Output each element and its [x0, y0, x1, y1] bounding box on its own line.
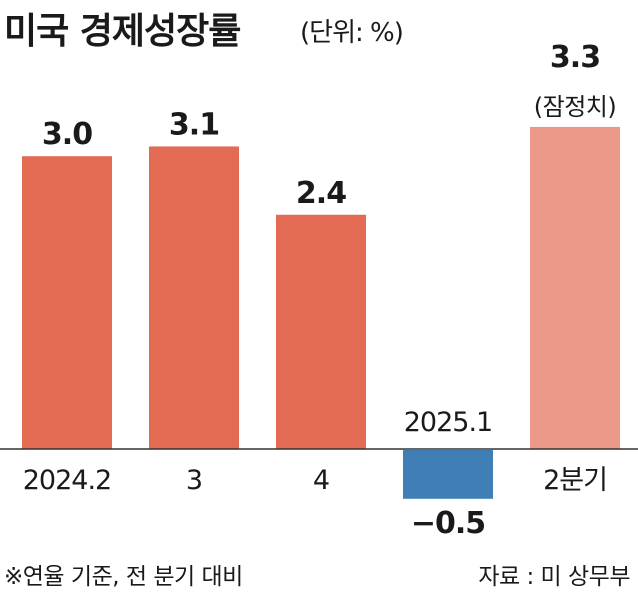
bar-4: [530, 126, 620, 450]
bar-3: [403, 450, 493, 499]
source-label: 자료 : 미 상무부: [478, 564, 630, 590]
category-label-3: 2025.1: [404, 407, 492, 438]
unit-label: (단위: %): [300, 18, 404, 48]
value-label-0: 3.0: [42, 117, 92, 152]
category-label-1: 3: [186, 465, 202, 496]
bar-2: [276, 214, 366, 449]
value-label-4: 3.3: [550, 40, 600, 75]
value-label-1: 3.1: [169, 107, 219, 142]
note-label-4: (잠정치): [534, 93, 616, 121]
category-label-0: 2024.2: [23, 465, 111, 496]
category-label-2: 4: [313, 465, 329, 496]
value-label-2: 2.4: [296, 176, 346, 211]
value-label-3: −0.5: [411, 506, 485, 541]
category-label-4: 2분기: [543, 465, 607, 496]
bar-1: [149, 146, 239, 449]
bar-0: [22, 156, 112, 449]
chart-title: 미국 경제성장률: [4, 11, 241, 52]
footnote: ※연율 기준, 전 분기 대비: [4, 564, 243, 590]
